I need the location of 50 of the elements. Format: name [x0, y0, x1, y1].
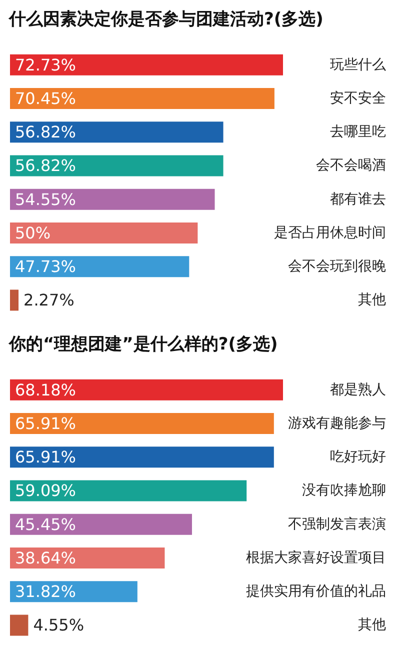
data-label: 59.09% [15, 481, 76, 500]
y-tick-label: 玩些什么 [330, 56, 386, 73]
y-tick-label: 没有吹捧尬聊 [302, 482, 386, 499]
data-label: 2.27% [24, 290, 74, 310]
chart-title: 你的“理想团建”是什么样的?(多选) [8, 334, 278, 354]
y-tick-label: 会不会玩到很晚 [288, 258, 386, 275]
y-tick-label: 根据大家喜好设置项目 [246, 550, 386, 566]
data-label: 68.18% [15, 380, 76, 400]
data-label: 50% [15, 223, 51, 242]
data-label: 72.73% [15, 55, 76, 74]
y-tick-label: 游戏有趣能参与 [288, 415, 386, 432]
bar [10, 54, 283, 76]
y-tick-label: 其他 [358, 617, 386, 634]
y-tick-label: 提供实用有价值的礼品 [246, 584, 386, 600]
bar [10, 379, 283, 400]
y-tick-label: 不强制发言表演 [288, 516, 386, 532]
y-tick-label: 是否占用休息时间 [274, 224, 386, 241]
data-label: 4.55% [33, 616, 84, 635]
bar [10, 514, 192, 535]
bar [10, 581, 138, 602]
y-tick-label: 其他 [358, 292, 386, 308]
bar [10, 155, 224, 176]
bar [10, 88, 274, 109]
data-label: 65.91% [15, 414, 76, 433]
bar [10, 614, 28, 636]
bar [10, 122, 224, 143]
bar [10, 188, 215, 210]
bar [10, 446, 274, 468]
y-tick-label: 都有谁去 [330, 191, 386, 208]
y-tick-label: 安不安全 [330, 90, 386, 106]
data-label: 56.82% [15, 156, 76, 176]
data-label: 65.91% [15, 448, 76, 467]
y-tick-label: 去哪里吃 [330, 124, 386, 140]
bar [10, 547, 165, 568]
data-label: 54.55% [15, 190, 76, 209]
data-label: 47.73% [15, 257, 76, 276]
bar [10, 480, 247, 502]
data-label: 45.45% [15, 514, 76, 534]
y-tick-label: 吃好玩好 [330, 449, 386, 466]
chart-title: 什么因素决定你是否参与团建活动?(多选) [8, 10, 324, 30]
bar [10, 412, 274, 434]
data-label: 70.45% [15, 88, 76, 108]
bar [10, 222, 198, 244]
y-tick-label: 都是熟人 [330, 382, 386, 398]
data-label: 38.64% [15, 548, 76, 568]
bar [10, 290, 19, 311]
data-label: 56.82% [15, 122, 76, 142]
bar [10, 256, 190, 278]
y-tick-label: 会不会喝酒 [316, 158, 386, 174]
data-label: 31.82% [15, 582, 76, 602]
